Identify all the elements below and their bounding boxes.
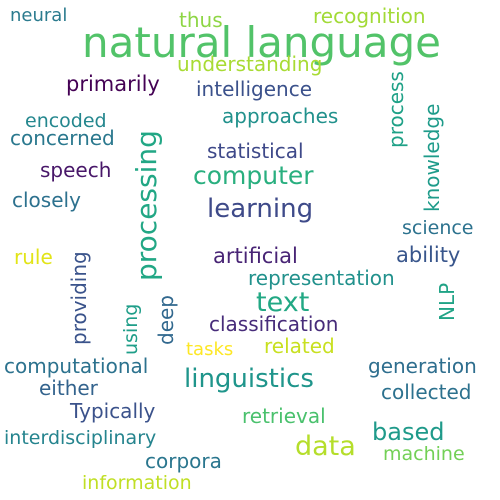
word-computational: computational (4, 354, 149, 378)
word-retrieval: retrieval (242, 404, 326, 428)
word-science: science (402, 217, 474, 239)
word-intelligence: intelligence (196, 77, 313, 101)
word-computer: computer (193, 161, 314, 190)
word-ability: ability (396, 243, 461, 267)
word-processing: processing (130, 130, 163, 281)
word-primarily: primarily (66, 72, 160, 96)
word-data: data (295, 431, 356, 462)
word-encoded: encoded (25, 110, 107, 132)
word-process: process (384, 71, 408, 148)
word-speech: speech (40, 158, 112, 182)
word-tasks: tasks (186, 339, 234, 360)
word-recognition: recognition (313, 4, 426, 28)
word-collected: collected (381, 380, 472, 404)
word-linguistics: linguistics (184, 364, 314, 394)
word-artificial: artificial (213, 244, 298, 268)
word-closely: closely (12, 188, 81, 212)
word-based: based (372, 418, 445, 446)
word-learning: learning (207, 194, 314, 224)
word-either: either (39, 376, 98, 400)
word-generation: generation (368, 354, 477, 378)
word-typically: Typically (70, 399, 156, 423)
word-information: information (82, 472, 192, 494)
word-neural: neural (10, 5, 68, 26)
word-statistical: statistical (207, 139, 304, 163)
word-machine: machine (383, 443, 465, 465)
word-concerned: concerned (10, 126, 115, 150)
word-interdisciplinary: interdisciplinary (4, 427, 157, 449)
word-classification: classification (209, 312, 339, 336)
word-related: related (264, 334, 335, 358)
word-knowledge: knowledge (420, 103, 444, 212)
word-nlp: NLP (435, 282, 459, 321)
word-deep: deep (154, 295, 178, 345)
word-approaches: approaches (222, 104, 339, 128)
word-using: using (120, 303, 142, 355)
word-representation: representation (248, 266, 395, 290)
word-understanding: understanding (177, 52, 323, 76)
word-text: text (256, 287, 310, 318)
word-rule: rule (14, 245, 53, 269)
word-thus: thus (179, 8, 223, 32)
word-providing: providing (67, 251, 91, 345)
word-natural-language: natural language (82, 18, 442, 67)
word-corpora: corpora (145, 449, 222, 473)
